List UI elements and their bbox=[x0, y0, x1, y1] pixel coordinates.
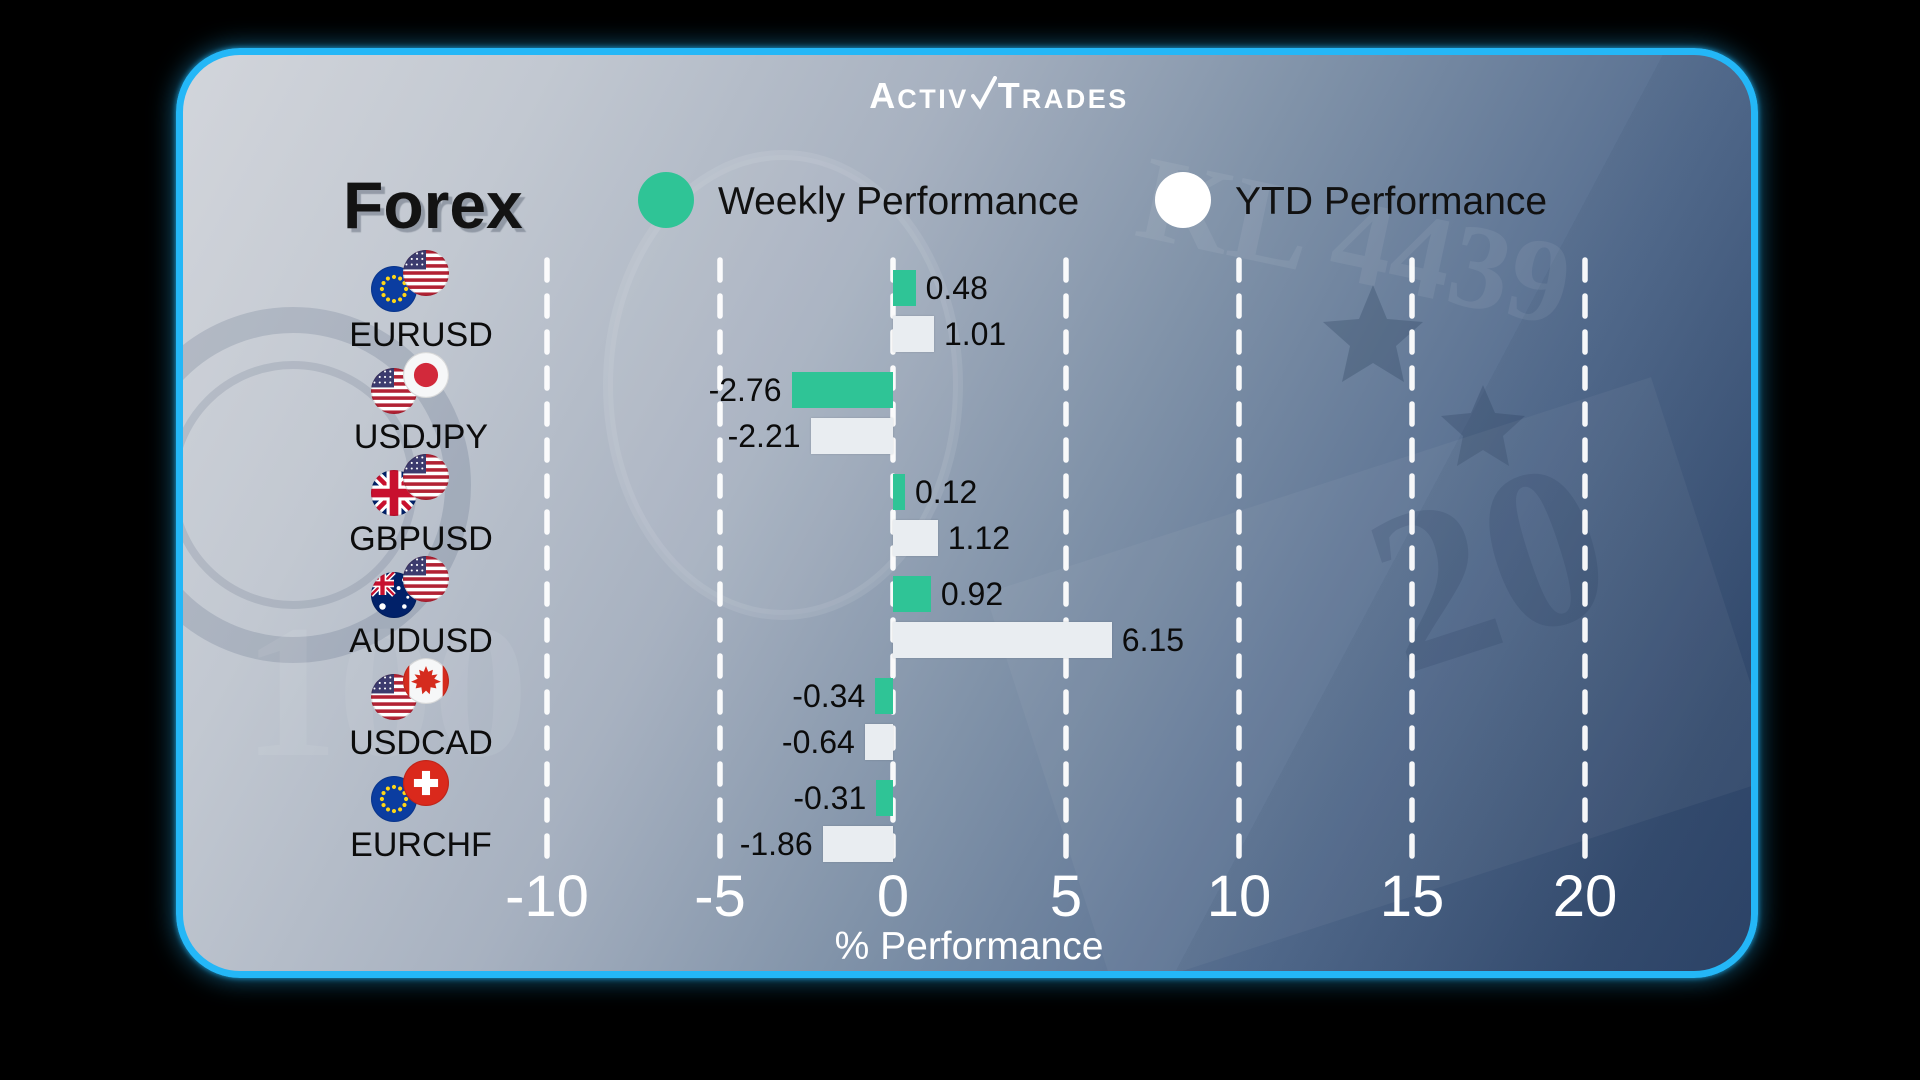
value-label: -0.31 bbox=[793, 780, 867, 816]
flag-pair-USDJPY bbox=[371, 352, 451, 414]
legend-ytd-label: YTD Performance bbox=[1235, 180, 1548, 223]
page-title: Forex bbox=[343, 168, 523, 242]
pair-label: USDCAD bbox=[349, 724, 493, 762]
legend-weekly-dot bbox=[638, 172, 694, 228]
chart-legend: Weekly Performance YTD Performance bbox=[183, 170, 1751, 230]
weekly-bar-USDCAD bbox=[875, 678, 893, 714]
flag-us-icon bbox=[371, 674, 417, 720]
flag-ca-icon bbox=[403, 658, 449, 704]
value-label: 6.15 bbox=[1121, 622, 1185, 658]
ytd-bar-USDJPY bbox=[810, 418, 893, 454]
svg-text:20: 20 bbox=[1340, 409, 1638, 723]
value-label: 0.12 bbox=[915, 474, 978, 510]
flag-jp-icon bbox=[403, 352, 449, 398]
pair-label: USDJPY bbox=[353, 418, 489, 456]
x-tick-label: 10 bbox=[1206, 864, 1272, 929]
ytd-bar-EURCHF bbox=[822, 826, 893, 862]
x-tick-label: -5 bbox=[694, 864, 746, 929]
weekly-bar-USDJPY bbox=[791, 372, 893, 408]
value-label: -0.34 bbox=[792, 678, 866, 714]
weekly-bar-AUDUSD bbox=[893, 576, 931, 612]
flag-us-icon bbox=[403, 454, 449, 500]
ytd-bar-AUDUSD bbox=[893, 622, 1112, 658]
x-tick-label: 0 bbox=[876, 864, 910, 929]
flag-pair-USDCAD bbox=[371, 658, 451, 720]
ytd-bar-USDCAD bbox=[864, 724, 893, 760]
weekly-bar-EURUSD bbox=[893, 270, 916, 306]
value-label: 0.48 bbox=[925, 270, 988, 306]
legend-ytd-dot bbox=[1155, 172, 1211, 228]
pair-label: EURUSD bbox=[349, 316, 493, 354]
logo-check-icon bbox=[970, 76, 997, 110]
value-label: 1.01 bbox=[943, 316, 1007, 352]
legend-weekly-label: Weekly Performance bbox=[718, 180, 1080, 223]
pair-label: EURCHF bbox=[350, 826, 492, 864]
value-label: -2.76 bbox=[708, 372, 782, 408]
value-label: -1.86 bbox=[739, 826, 813, 862]
x-axis-title: % Performance bbox=[834, 925, 1104, 968]
weekly-bar-EURCHF bbox=[876, 780, 893, 816]
svg-text:KL 4439: KL 4439 bbox=[1128, 130, 1583, 351]
flag-us-icon bbox=[403, 556, 449, 602]
pair-label: AUDUSD bbox=[349, 622, 493, 660]
x-tick-label: 20 bbox=[1552, 864, 1618, 929]
weekly-bar-GBPUSD bbox=[893, 474, 905, 510]
flag-ch-icon bbox=[403, 760, 449, 806]
flag-eu-icon bbox=[371, 776, 417, 822]
flag-pair-EURUSD bbox=[371, 250, 451, 312]
flag-pair-EURCHF bbox=[371, 760, 451, 822]
flag-pair-AUDUSD bbox=[371, 556, 451, 618]
value-label: -0.64 bbox=[781, 724, 855, 760]
ytd-bar-GBPUSD bbox=[893, 520, 938, 556]
brand-logo: ACTIV TRADES bbox=[869, 75, 1129, 116]
value-label: 1.12 bbox=[947, 520, 1011, 556]
x-tick-label: -10 bbox=[505, 864, 589, 929]
flag-us-icon bbox=[403, 250, 449, 296]
value-label: 0.92 bbox=[940, 576, 1004, 612]
value-label: -2.21 bbox=[727, 418, 801, 454]
ytd-bar-EURUSD bbox=[893, 316, 934, 352]
x-tick-label: 15 bbox=[1379, 864, 1445, 929]
x-tick-label: 5 bbox=[1049, 864, 1083, 929]
pair-label: GBPUSD bbox=[349, 520, 493, 558]
flag-pair-GBPUSD bbox=[371, 454, 451, 516]
logo-text: A bbox=[869, 75, 898, 116]
